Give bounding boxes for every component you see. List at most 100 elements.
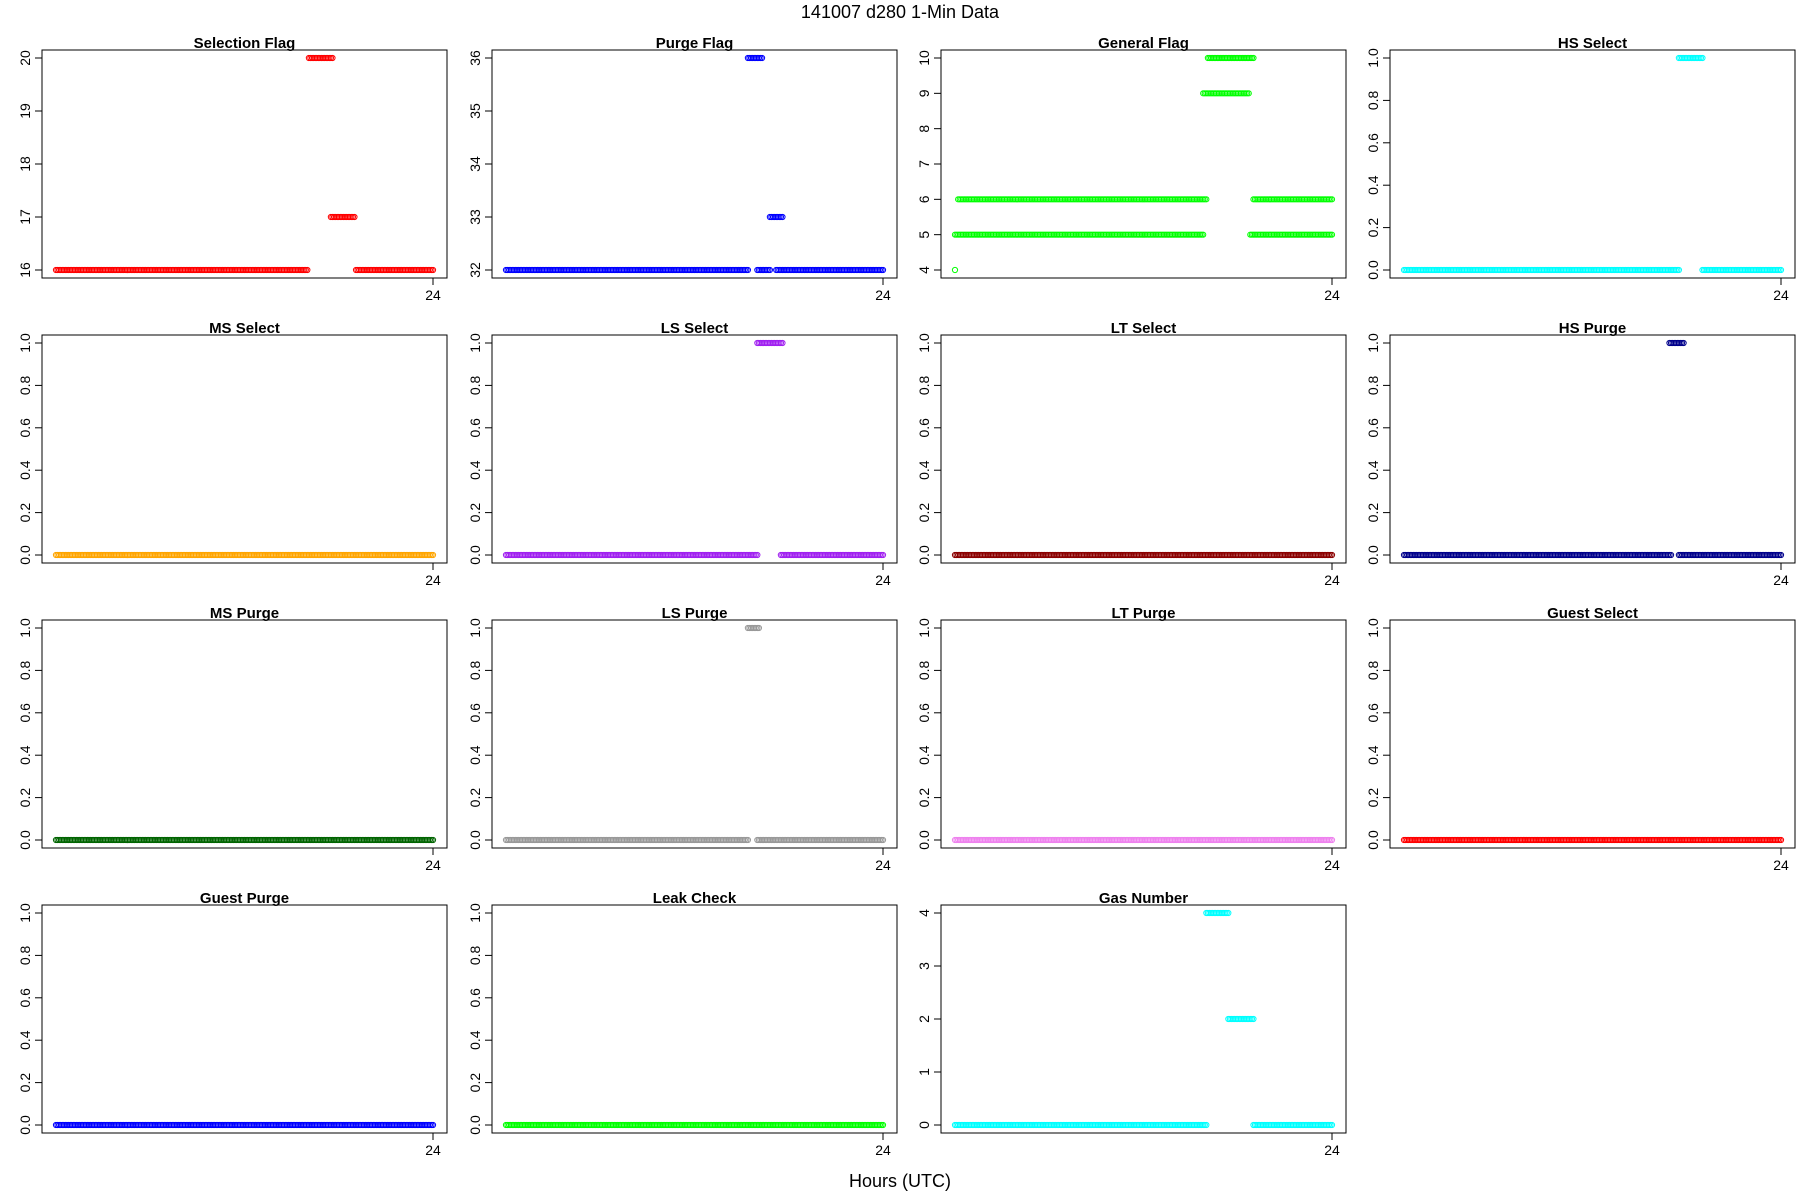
chart-panel: Guest Select 0.0 0.2 0.4 0.6 0.8 1.0 24 — [1365, 605, 1796, 873]
y-tick-label: 19 — [17, 103, 33, 119]
y-tick-label: 0.2 — [17, 788, 33, 808]
y-tick-label: 0.2 — [916, 788, 932, 808]
data-point — [429, 551, 437, 559]
y-tick-label: 0.6 — [916, 418, 932, 438]
plot-frame — [41, 334, 448, 564]
y-tick-label: 0.8 — [1365, 375, 1381, 395]
chart-panel: MS Select 0.0 0.2 0.4 0.6 0.8 1.0 24 — [17, 320, 448, 588]
data-point — [1680, 339, 1687, 347]
data-point — [779, 213, 786, 221]
y-tick-label: 36 — [467, 50, 483, 66]
y-tick-label: 0.6 — [17, 703, 33, 723]
data-point — [1200, 231, 1207, 238]
x-tick-label: 24 — [425, 572, 441, 588]
y-tick-label: 20 — [17, 50, 33, 66]
data-point — [1245, 90, 1252, 97]
x-tick-label: 24 — [1324, 1142, 1340, 1158]
data-point — [304, 266, 311, 274]
y-tick-label: 18 — [17, 156, 33, 172]
data-point — [744, 266, 752, 274]
data-point — [1777, 551, 1785, 559]
data-point — [758, 54, 766, 62]
y-tick-label: 0.2 — [17, 503, 33, 523]
y-tick-label: 1.0 — [916, 333, 932, 353]
data-point — [329, 54, 336, 62]
plot-frame — [491, 619, 898, 849]
plot-frame — [491, 49, 898, 279]
plot-frame — [940, 904, 1347, 1134]
y-tick-label: 10 — [916, 50, 932, 66]
y-tick-label: 4 — [916, 266, 932, 274]
data-point — [1777, 266, 1785, 274]
y-tick-label: 0.6 — [467, 988, 483, 1008]
y-tick-label: 0 — [916, 1121, 932, 1129]
y-tick-label: 0.8 — [17, 660, 33, 680]
x-tick-label: 24 — [875, 1142, 891, 1158]
y-tick-label: 0.0 — [17, 545, 33, 565]
y-tick-label: 0.8 — [1365, 660, 1381, 680]
chart-panel: Purge Flag 32 33 34 35 36 24 — [467, 35, 898, 303]
data-point — [429, 836, 437, 844]
y-tick-label: 0.8 — [467, 375, 483, 395]
y-tick-label: 1.0 — [467, 903, 483, 923]
y-tick-label: 0.0 — [17, 1115, 33, 1135]
y-tick-label: 0.8 — [467, 945, 483, 965]
y-tick-label: 0.4 — [467, 1030, 483, 1050]
panel-title: General Flag — [1098, 35, 1189, 52]
y-tick-label: 0.0 — [1365, 260, 1381, 280]
data-point — [1675, 266, 1682, 274]
y-tick-label: 0.8 — [916, 660, 932, 680]
data-point — [1250, 1015, 1257, 1023]
chart-panel: HS Purge 0.0 0.2 0.4 0.6 0.8 1.0 24 — [1365, 320, 1796, 588]
y-tick-label: 0.4 — [17, 1030, 33, 1050]
x-tick-label: 24 — [1773, 572, 1789, 588]
data-point — [429, 1121, 437, 1129]
y-tick-label: 0.8 — [17, 375, 33, 395]
y-tick-label: 0.0 — [467, 830, 483, 850]
data-point — [1203, 196, 1210, 203]
plot-frame — [491, 904, 898, 1134]
data-point — [779, 339, 786, 347]
y-tick-label: 0.0 — [467, 1115, 483, 1135]
x-tick-label: 24 — [1324, 287, 1340, 303]
y-tick-label: 17 — [17, 209, 33, 225]
y-tick-label: 9 — [916, 89, 932, 97]
chart-panel: LT Purge 0.0 0.2 0.4 0.6 0.8 1.0 24 — [916, 605, 1347, 873]
y-tick-label: 0.4 — [1365, 745, 1381, 765]
panel-title: MS Select — [209, 320, 280, 337]
y-tick-label: 0.2 — [467, 503, 483, 523]
data-point — [351, 213, 358, 221]
data-point — [1328, 836, 1336, 844]
y-tick-label: 1 — [916, 1068, 932, 1076]
y-tick-label: 0.4 — [17, 460, 33, 480]
y-tick-label: 1.0 — [916, 618, 932, 638]
panel-title: Purge Flag — [656, 35, 734, 52]
y-tick-label: 0.8 — [17, 945, 33, 965]
data-point — [754, 551, 761, 559]
plot-frame — [41, 619, 448, 849]
y-tick-label: 0.4 — [1365, 460, 1381, 480]
y-tick-label: 0.0 — [1365, 830, 1381, 850]
x-tick-label: 24 — [1773, 857, 1789, 873]
y-tick-label: 0.2 — [467, 788, 483, 808]
panel-title: Leak Check — [653, 890, 737, 907]
y-tick-label: 0.6 — [916, 703, 932, 723]
data-point — [429, 266, 437, 274]
y-tick-label: 5 — [916, 231, 932, 239]
y-tick-label: 35 — [467, 103, 483, 119]
y-tick-label: 0.2 — [916, 503, 932, 523]
y-tick-label: 33 — [467, 209, 483, 225]
plot-frame — [491, 334, 898, 564]
plot-frame — [41, 49, 448, 279]
y-tick-label: 0.2 — [17, 1073, 33, 1093]
data-point — [879, 1121, 887, 1129]
data-point — [766, 266, 774, 274]
data-point — [744, 836, 752, 844]
panel-title: HS Purge — [1559, 320, 1627, 337]
data-point — [1328, 196, 1336, 203]
y-tick-label: 0.4 — [467, 745, 483, 765]
x-tick-label: 24 — [425, 857, 441, 873]
panel-title: HS Select — [1558, 35, 1627, 52]
y-tick-label: 1.0 — [467, 333, 483, 353]
